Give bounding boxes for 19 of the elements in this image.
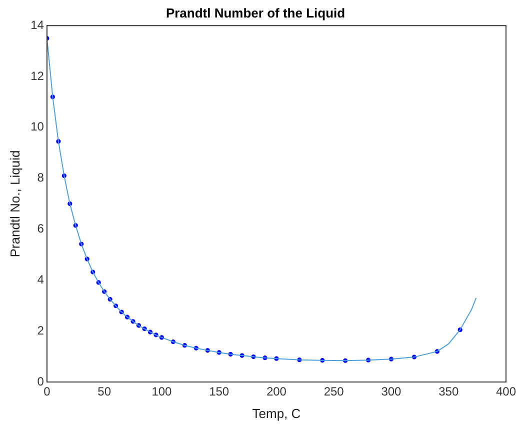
y-tick-label: 10 [30,120,44,134]
x-tick-label: 250 [324,384,344,399]
y-tick-label: 2 [37,323,44,338]
y-tick-label: 8 [37,170,44,185]
x-tick-label: 100 [152,384,172,399]
y-axis-title: Prandtl No., Liquid [7,150,22,258]
x-tick-label: 350 [438,384,459,399]
y-tick-label: 0 [37,374,44,388]
x-tick-label: 200 [266,384,287,399]
y-tick-label: 4 [37,272,44,286]
y-tick-label: 6 [37,222,44,236]
x-tick-label: 300 [381,384,402,399]
y-tick-label: 12 [30,68,44,83]
x-axis-title: Temp, C [252,406,301,421]
x-tick-label: 50 [98,384,112,399]
y-tick-label: 14 [30,18,44,32]
x-tick-label: 150 [209,384,230,399]
chart-title: Prandtl Number of the Liquid [166,5,346,20]
x-tick-label: 400 [496,384,516,399]
